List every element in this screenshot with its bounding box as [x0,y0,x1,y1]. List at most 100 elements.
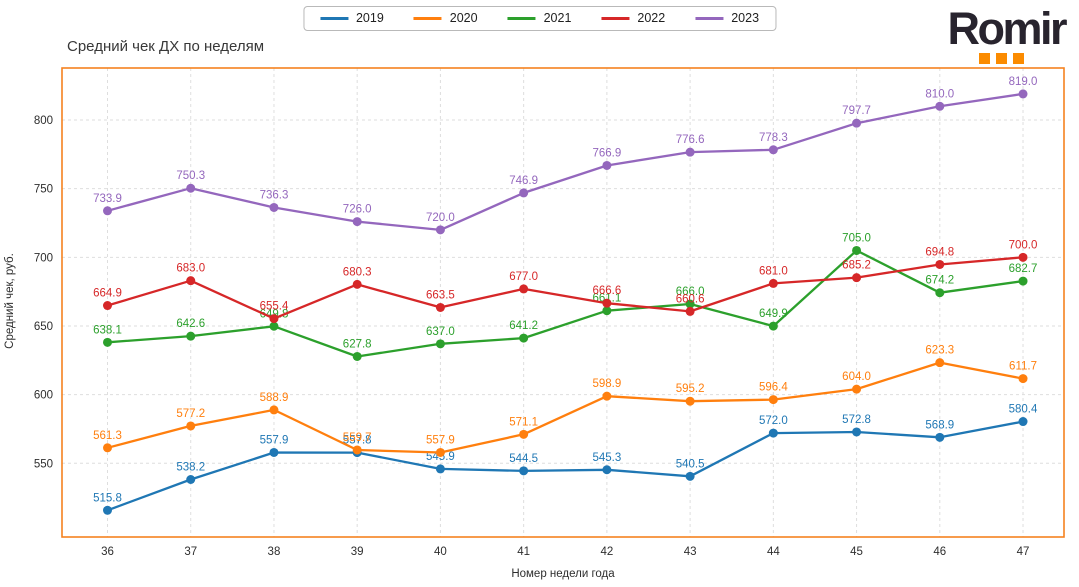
series-2020: 561.3 577.2 588.9 559.7 557.9 571.1 598.9 595.2… [93,345,1037,457]
data-point [186,183,196,193]
data-point-label: 571.1 [509,416,538,428]
data-point-label: 666.0 [676,286,705,298]
legend-label: 2019 [355,11,384,25]
data-point [602,306,612,316]
data-point [1018,252,1028,262]
data-point-label: 580.4 [1009,404,1038,416]
data-point [269,202,279,212]
x-tick-label: 42 [600,546,613,558]
data-point [852,245,862,255]
data-point [103,505,112,515]
y-tick-label: 700 [34,252,53,264]
data-point [935,101,945,111]
data-point [685,299,695,309]
data-point [1018,276,1028,286]
data-point [269,314,279,324]
series-2022: 664.9 683.0 655.4 680.3 663.5 677.0 666.6 660.6… [93,239,1037,324]
data-point [352,351,362,361]
data-point [269,321,279,331]
data-point [352,217,362,227]
data-point-label: 572.8 [842,414,871,426]
x-tick-label: 43 [684,546,697,558]
legend-line-swatch [319,16,348,20]
data-point-label: 544.5 [509,453,538,465]
data-point-label: 627.8 [343,338,372,350]
data-point [935,288,945,298]
data-point [103,301,112,311]
logo-dot-icon [979,53,990,64]
legend-item-2022: 2022 [601,12,665,25]
data-point [352,445,362,455]
data-point-label: 810.0 [925,88,954,100]
data-point-label: 677.0 [509,271,538,283]
data-point [852,273,862,283]
data-point [602,160,612,170]
data-point-label: 572.0 [759,415,788,427]
data-point [186,475,196,485]
data-point-label: 538.2 [176,462,205,474]
data-point-label: 604.0 [842,371,871,383]
data-point-label: 649.9 [759,308,788,320]
y-tick-label: 550 [34,458,53,470]
y-tick-label: 650 [34,321,53,333]
data-point-label: 598.9 [592,378,621,390]
data-point-label: 685.2 [842,260,871,272]
data-point [435,464,445,474]
data-point [435,225,445,235]
data-point [352,279,362,289]
data-point-label: 596.4 [759,382,788,394]
x-axis-title: Номер недели года [511,568,615,580]
data-point [435,447,445,457]
data-point-label: 595.2 [676,383,705,395]
data-point-label: 557.9 [260,434,289,446]
data-point-label: 681.0 [759,265,788,277]
data-point [519,429,529,439]
data-point-label: 655.4 [260,301,289,313]
legend-item-2023: 2023 [695,12,759,25]
x-tick-label: 46 [933,546,946,558]
data-point [768,395,778,405]
plot-border [61,67,1065,538]
data-point [768,321,778,331]
data-point [269,405,279,415]
series-2023: 733.9 750.3 736.3 726.0 720.0 746.9 766.9 776.6… [93,76,1037,235]
data-point [768,428,778,438]
data-point [852,384,862,394]
data-point [685,306,695,316]
data-point-label: 611.7 [1009,361,1037,373]
series-line [107,420,1024,512]
data-point-label: 682.7 [1009,263,1038,275]
data-point-label: 726.0 [343,204,372,216]
data-point-label: 568.9 [925,419,954,431]
data-point [519,333,529,343]
data-point-label: 680.3 [343,266,372,278]
legend-label: 2021 [543,11,572,25]
x-tick-label: 44 [767,546,780,558]
x-tick-label: 38 [268,546,281,558]
data-point-label: 694.8 [925,246,954,258]
data-point [852,118,862,128]
legend-label: 2020 [449,11,478,25]
series-line [107,361,1024,454]
data-point-label: 637.0 [426,326,455,338]
data-point-label: 705.0 [842,232,871,244]
data-point-label: 557.8 [343,435,372,447]
chart-title: Средний чек ДХ по неделям [67,38,265,55]
y-tick-label: 600 [34,390,53,402]
x-tick-label: 36 [101,546,114,558]
data-point [186,331,196,341]
data-point-label: 623.3 [925,345,954,357]
data-point [435,339,445,349]
data-point [935,358,945,368]
series-line [107,92,1024,232]
chart-legend: 2019 2020 2021 2022 2023 [302,6,777,31]
legend-line-swatch [601,16,630,20]
legend-line-swatch [507,16,536,20]
series-line [107,256,1024,320]
data-point-label: 683.0 [176,263,205,275]
romir-logo: Romir [915,6,1068,64]
data-point-label: 588.9 [260,392,289,404]
data-point-label: 641.2 [509,320,538,332]
data-point [186,276,196,286]
data-point-label: 540.5 [676,458,705,470]
